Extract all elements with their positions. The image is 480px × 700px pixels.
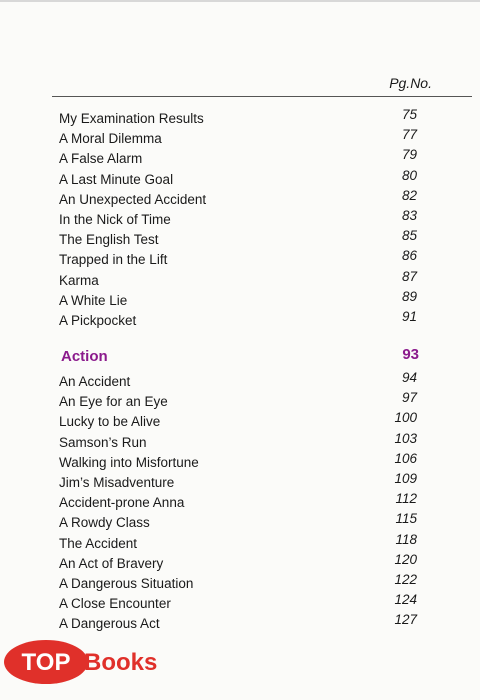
watermark: TOP Books [4, 640, 157, 684]
entry-page: 85 [401, 228, 417, 244]
entry-page: 94 [401, 370, 417, 385]
entry-title: A Dangerous Situation [59, 576, 194, 591]
entry-page: 97 [401, 390, 417, 406]
entry-title: Lucky to be Alive [59, 414, 161, 430]
entry-page: 127 [394, 612, 417, 628]
entry-title: An Unexpected Accident [59, 191, 207, 207]
entry-page: 124 [394, 592, 417, 608]
entry-page: 89 [401, 288, 417, 304]
entry-title: An Act of Bravery [59, 555, 164, 571]
entry-page: 86 [401, 248, 417, 264]
header-rule [52, 96, 472, 97]
entry-title: The English Test [59, 232, 159, 248]
entry-title: My Examination Results [59, 111, 204, 126]
entry-title: A Moral Dilemma [59, 131, 162, 147]
entry-page: 109 [394, 471, 417, 486]
entry-title: A Rowdy Class [59, 515, 150, 531]
section-page: 93 [402, 346, 419, 363]
entry-title: A Pickpocket [59, 313, 137, 328]
entry-page: 100 [394, 410, 417, 426]
entry-page: 120 [394, 551, 417, 567]
page-column-header: Pg.No. [389, 75, 432, 91]
watermark-text: Books [84, 649, 157, 676]
entry-page: 106 [394, 450, 417, 466]
entry-title: A Close Encounter [59, 596, 171, 612]
entry-page: 79 [401, 147, 417, 163]
entry-page: 91 [401, 309, 417, 324]
entry-page: 87 [401, 268, 417, 284]
entry-title: In the Nick of Time [59, 212, 171, 227]
entry-title: A White Lie [59, 292, 128, 308]
entry-page: 77 [401, 127, 417, 143]
entry-title: Accident-prone Anna [59, 495, 185, 511]
entry-title: A Last Minute Goal [59, 171, 174, 187]
watermark-logo-shape [4, 640, 88, 684]
entry-page: 82 [401, 187, 417, 203]
entry-page: 112 [395, 491, 417, 507]
watermark-logo: TOP [22, 649, 71, 676]
page-edge [0, 0, 480, 2]
entry-title: Jim’s Misadventure [59, 475, 175, 490]
entry-page: 118 [395, 531, 417, 547]
section-title: Action [61, 348, 108, 365]
entry-title: The Accident [59, 535, 138, 551]
entry-title: Walking into Misfortune [59, 454, 199, 470]
entry-title: A False Alarm [59, 151, 143, 167]
entry-page: 115 [395, 511, 417, 527]
entry-page: 83 [401, 208, 417, 223]
entry-title: An Accident [59, 374, 131, 389]
entry-title: Trapped in the Lift [59, 252, 168, 268]
entry-title: Karma [59, 272, 99, 288]
entry-page: 75 [401, 107, 417, 122]
entry-page: 122 [394, 572, 417, 587]
entry-title: Samson’s Run [59, 434, 147, 450]
entry-title: An Eye for an Eye [59, 394, 168, 410]
entry-page: 103 [394, 430, 417, 446]
entry-page: 80 [401, 167, 417, 183]
entry-title: A Dangerous Act [59, 616, 160, 632]
